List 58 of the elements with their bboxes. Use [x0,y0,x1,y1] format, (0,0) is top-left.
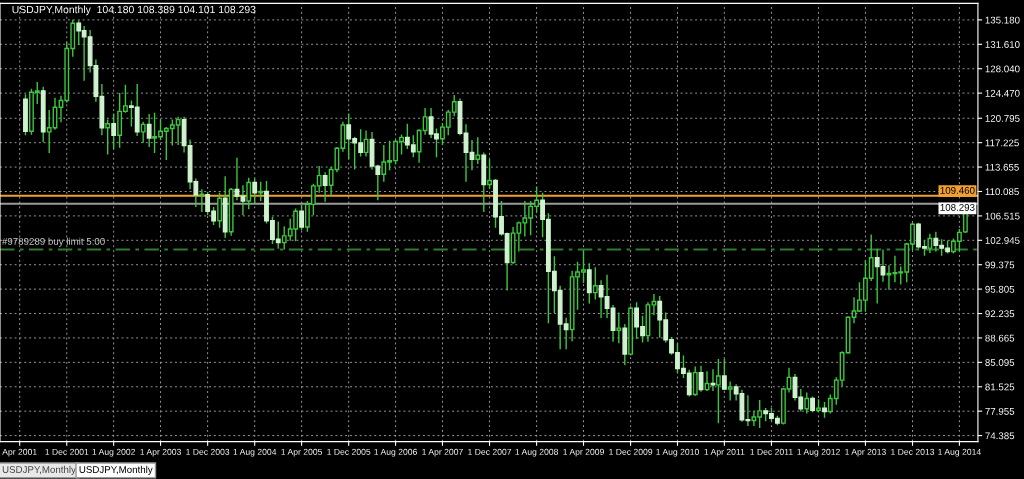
x-tick-label: 1 Apr 2009 [563,448,604,457]
y-tick-label: 113.655 [985,163,1019,171]
y-tick-label: 124.470 [985,89,1020,97]
candlestick [105,119,111,155]
x-tick-label: Apr 2001 [2,448,37,457]
candlestick [651,293,657,316]
y-tick-label: 110.085 [985,188,1019,196]
x-tick-label: 1 Aug 2004 [233,448,277,457]
x-tick-label: 1 Apr 2003 [140,448,181,457]
text: USDJPY,Monthly [79,465,153,475]
y-tick-label: 92.235 [985,310,1015,318]
x-tick-label: 1 Apr 2007 [422,448,463,457]
ref-line-label: 108.293 [940,204,975,211]
x-tick-label: 1 Aug 2006 [374,448,417,457]
x-tick-label: 1 Apr 2011 [704,448,745,457]
x-tick-label: 1 Aug 2014 [938,448,981,457]
x-tick-label: 1 Dec 2001 [45,448,89,455]
x-tick-label: 1 Dec 2009 [609,448,653,455]
ref-line-label: #9789289 buy limit 5.00 [2,237,105,247]
y-tick-label: 99.375 [985,261,1015,269]
y-tick-label: 102.945 [985,237,1020,244]
candlestick [727,381,733,401]
x-tick-label: 1 Aug 2010 [656,448,699,457]
candlestick [140,121,146,143]
y-tick-label: 88.665 [985,334,1015,342]
y-tick-label: 81.525 [985,383,1015,391]
x-tick-label: 1 Aug 2012 [797,448,840,457]
candlestick [475,137,481,165]
y-tick-label: 106.515 [985,212,1020,220]
candlestick [692,366,698,396]
x-tick-label: 1 Apr 2005 [281,448,323,457]
y-tick-label: 77.955 [985,407,1015,415]
y-tick-label: 131.610 [985,41,1020,48]
x-tick-label: 1 Dec 2003 [186,448,230,455]
candlestick [592,267,598,300]
candlestick [246,177,252,210]
x-tick-label: 1 Apr 2013 [845,448,886,457]
x-tick-label: 1 Aug 2008 [515,448,559,457]
y-tick-label: 128.040 [985,65,1020,73]
candlestick [715,358,721,424]
x-tick-label: 1 Aug 2002 [92,448,136,457]
candlestick [804,392,810,414]
y-tick-label: 95.805 [985,285,1015,293]
chart-title: USDJPY,Monthly 104.180 108.389 104.101 108.293 [12,5,256,16]
x-tick-label: 1 Dec 2013 [891,448,935,455]
x-tick-label: 1 Dec 2007 [468,448,512,455]
y-tick-label: 135.180 [985,16,1020,24]
candlestick [616,312,622,344]
text: USDJPY,Monthly [2,465,76,475]
x-tick-label: 1 Dec 2005 [327,448,371,455]
y-tick-label: 120.795 [985,114,1020,122]
y-tick-label: 85.095 [985,359,1015,366]
candlestick [217,192,223,228]
ref-line-label: 109.460 [940,186,975,194]
y-tick-label: 117.225 [985,139,1019,147]
y-tick-label: 74.385 [985,432,1015,440]
x-tick-label: 1 Dec 2011 [750,448,793,455]
candlestick [487,159,492,189]
